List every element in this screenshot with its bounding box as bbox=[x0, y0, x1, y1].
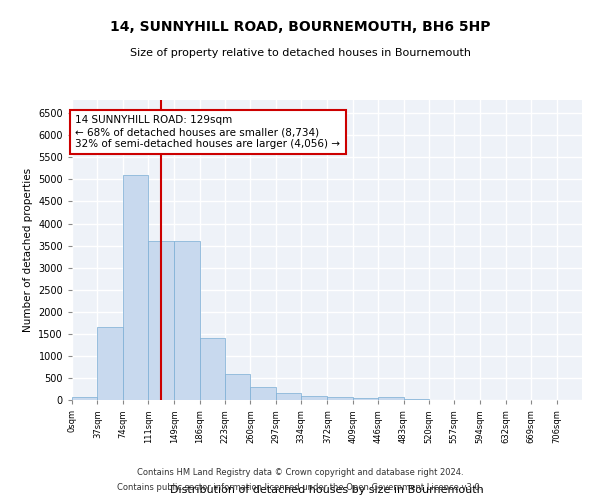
Bar bbox=[148, 241, 174, 400]
Bar bbox=[174, 241, 200, 400]
Bar bbox=[301, 396, 328, 400]
Bar bbox=[72, 396, 97, 400]
Bar bbox=[276, 394, 301, 400]
Bar bbox=[225, 374, 250, 400]
Bar bbox=[200, 338, 225, 400]
Bar bbox=[328, 397, 353, 400]
Text: Contains public sector information licensed under the Open Government Licence v3: Contains public sector information licen… bbox=[118, 483, 482, 492]
Text: 14 SUNNYHILL ROAD: 129sqm
← 68% of detached houses are smaller (8,734)
32% of se: 14 SUNNYHILL ROAD: 129sqm ← 68% of detac… bbox=[76, 116, 340, 148]
Text: Contains HM Land Registry data © Crown copyright and database right 2024.: Contains HM Land Registry data © Crown c… bbox=[137, 468, 463, 477]
Text: 14, SUNNYHILL ROAD, BOURNEMOUTH, BH6 5HP: 14, SUNNYHILL ROAD, BOURNEMOUTH, BH6 5HP bbox=[110, 20, 490, 34]
Bar bbox=[378, 396, 404, 400]
Bar bbox=[404, 399, 429, 400]
X-axis label: Distribution of detached houses by size in Bournemouth: Distribution of detached houses by size … bbox=[170, 484, 484, 494]
Bar bbox=[123, 175, 148, 400]
Y-axis label: Number of detached properties: Number of detached properties bbox=[23, 168, 32, 332]
Bar bbox=[97, 327, 123, 400]
Bar bbox=[353, 398, 378, 400]
Bar bbox=[250, 387, 276, 400]
Text: Size of property relative to detached houses in Bournemouth: Size of property relative to detached ho… bbox=[130, 48, 470, 58]
